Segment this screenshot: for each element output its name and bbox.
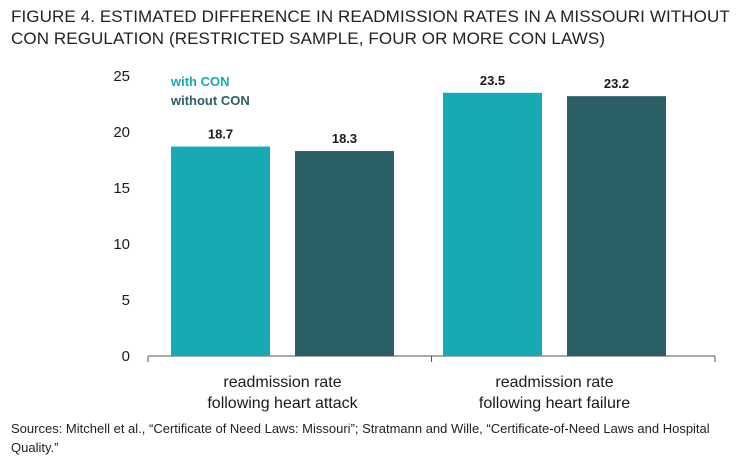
category-label: readmission rate xyxy=(223,374,341,391)
bar-without-con xyxy=(295,151,394,356)
category-label: following heart attack xyxy=(207,395,358,412)
bar-value-label: 18.7 xyxy=(208,127,233,142)
category-label: following heart failure xyxy=(479,395,630,412)
y-tick-label: 0 xyxy=(122,348,130,365)
bar-without-con xyxy=(567,96,666,356)
y-tick-label: 20 xyxy=(113,124,130,141)
bar-value-label: 23.2 xyxy=(604,76,629,91)
bar-value-label: 18.3 xyxy=(332,131,357,146)
category-label: readmission rate xyxy=(495,374,613,391)
y-tick-label: 15 xyxy=(113,180,130,197)
bar-with-con xyxy=(443,92,542,357)
y-tick-label: 10 xyxy=(113,236,130,253)
y-tick-label: 5 xyxy=(122,292,130,309)
chart-source-note: Sources: Mitchell et al., “Certificate o… xyxy=(11,421,710,455)
legend-item: without CON xyxy=(170,93,250,108)
legend-item: with CON xyxy=(170,74,230,89)
bar-with-con xyxy=(171,146,270,356)
chart-title: FIGURE 4. ESTIMATED DIFFERENCE IN READMI… xyxy=(11,7,730,48)
bar-value-label: 23.5 xyxy=(480,73,505,88)
y-tick-label: 25 xyxy=(113,68,130,85)
